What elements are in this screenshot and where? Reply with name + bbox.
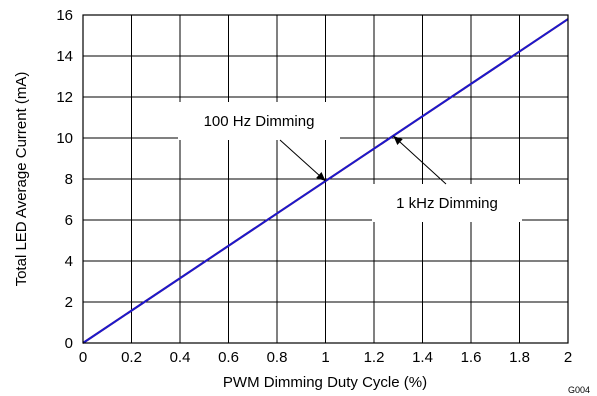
x-tick-label: 1.2 [364, 349, 385, 366]
annotation-label: 100 Hz Dimming [204, 113, 315, 130]
y-tick-label: 12 [56, 89, 73, 106]
annotation-label: 1 kHz Dimming [396, 195, 498, 212]
x-axis-title: PWM Dimming Duty Cycle (%) [223, 374, 427, 391]
x-tick-label: 1 [321, 349, 329, 366]
x-tick-label: 0.4 [170, 349, 191, 366]
x-tick-label: 0 [79, 349, 87, 366]
x-tick-label: 1.6 [461, 349, 482, 366]
y-tick-labels: 0 2 4 6 8 10 12 14 16 [56, 7, 73, 352]
x-tick-label: 2 [564, 349, 572, 366]
x-tick-labels: 0 0.2 0.4 0.6 0.8 1 1.2 1.4 1.6 1.8 2 [79, 349, 572, 366]
y-tick-label: 6 [65, 212, 73, 229]
annotations: 100 Hz Dimming 1 kHz Dimming [178, 102, 522, 222]
y-tick-label: 14 [56, 48, 73, 65]
y-tick-label: 0 [65, 335, 73, 352]
y-tick-label: 16 [56, 7, 73, 24]
figure-code: G004 [568, 385, 590, 395]
annotation-arrow [280, 140, 326, 181]
y-tick-label: 10 [56, 130, 73, 147]
y-tick-label: 4 [65, 253, 73, 270]
annotation-arrow [393, 136, 446, 184]
x-tick-label: 1.4 [412, 349, 433, 366]
x-tick-label: 1.8 [509, 349, 530, 366]
y-tick-label: 8 [65, 171, 73, 188]
x-tick-label: 0.6 [218, 349, 239, 366]
y-tick-label: 2 [65, 294, 73, 311]
y-axis-title: Total LED Average Current (mA) [13, 72, 30, 287]
x-tick-label: 0.8 [267, 349, 288, 366]
x-tick-label: 0.2 [121, 349, 142, 366]
